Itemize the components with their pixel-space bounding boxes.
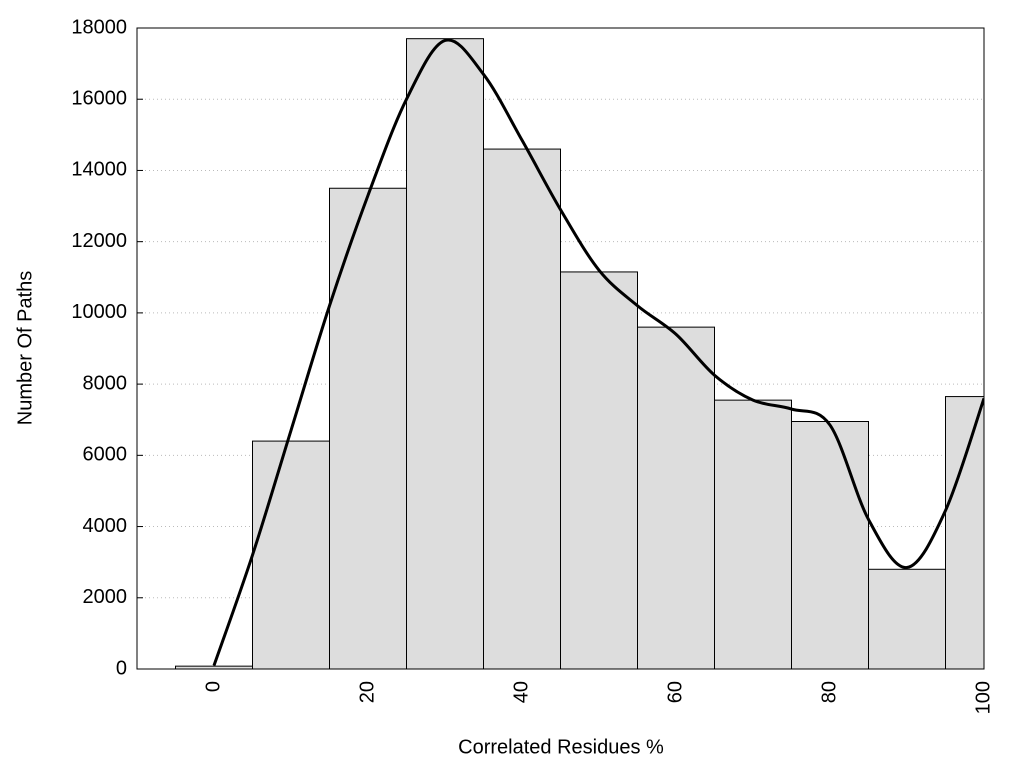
x-tick-label: 100 [972,681,994,714]
x-tick-label: 40 [510,681,532,703]
bar [945,396,984,669]
y-tick-label: 4000 [83,515,128,537]
y-tick-label: 2000 [83,586,128,608]
bar [714,399,792,669]
bar [483,148,561,669]
bar [637,326,715,669]
plot-area [175,38,984,669]
x-tick-label: 80 [818,681,840,703]
y-tick-label: 16000 [71,88,127,110]
x-tick-label: 60 [664,681,686,703]
smooth-curve [212,38,984,666]
y-tick-label: 18000 [71,16,127,38]
bar [252,440,330,669]
y-tick-label: 6000 [83,444,128,466]
y-tick-label: 14000 [71,159,127,181]
plot-frame [136,27,985,670]
y-tick-label: 12000 [71,230,127,252]
x-tick-label: 0 [202,681,224,692]
y-tick-label: 8000 [83,372,128,394]
bar [868,568,946,669]
y-tick-label: 10000 [71,301,127,323]
bar [329,187,407,669]
y-axis-label: Number Of Paths [14,271,36,426]
x-axis-label: Correlated Residues % [458,736,664,758]
y-tick-label: 0 [116,657,127,679]
x-tick-label: 20 [356,681,378,703]
bar [791,421,869,669]
bar [560,271,638,669]
bar [406,38,484,669]
